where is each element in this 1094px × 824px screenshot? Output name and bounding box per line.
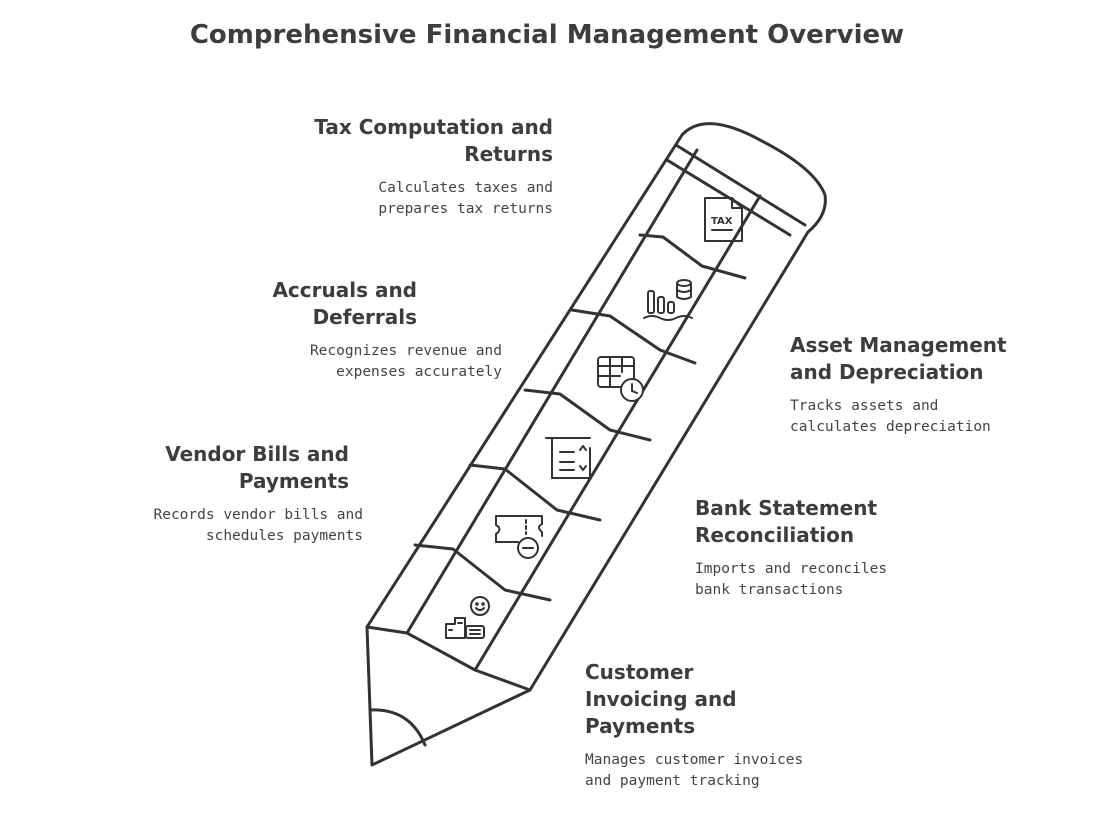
page-title: Comprehensive Financial Management Overv…	[189, 20, 905, 50]
label-description: Imports and reconciles bank transactions	[695, 561, 888, 598]
label-description: Manages customer invoices and payment tr…	[585, 752, 804, 789]
label-description: Tracks assets and calculates depreciatio…	[790, 398, 991, 435]
label-vendor-bills: Vendor Bills and Payments Records vendor…	[140, 441, 363, 547]
label-accruals-deferrals: Accruals and Deferrals Recognizes revenu…	[230, 277, 502, 383]
bill-checklist-icon	[545, 437, 591, 479]
label-heading: Accruals and Deferrals	[272, 278, 417, 329]
customer-register-icon	[445, 596, 490, 639]
label-tax-computation: Tax Computation and Returns Calculates t…	[300, 114, 553, 220]
label-heading: Customer Invoicing and Payments	[585, 660, 737, 738]
label-heading: Bank Statement Reconciliation	[695, 496, 878, 547]
label-heading: Vendor Bills and Payments	[165, 442, 349, 493]
label-description: Calculates taxes and prepares tax return…	[378, 180, 553, 217]
tax-document-icon: TAX	[704, 197, 743, 242]
label-bank-reconciliation: Bank Statement Reconciliation Imports an…	[695, 495, 910, 601]
label-description: Records vendor bills and schedules payme…	[153, 507, 363, 544]
svg-text:TAX: TAX	[711, 216, 733, 227]
label-heading: Tax Computation and Returns	[314, 115, 553, 166]
bar-chart-coins-icon	[643, 279, 693, 321]
spreadsheet-clock-icon	[597, 356, 644, 402]
label-description: Recognizes revenue and expenses accurate…	[309, 343, 502, 380]
label-asset-management: Asset Management and Depreciation Tracks…	[790, 332, 1010, 438]
ticket-minus-icon	[495, 515, 543, 559]
label-customer-invoicing: Customer Invoicing and Payments Manages …	[585, 659, 825, 792]
label-heading: Asset Management and Depreciation	[790, 333, 1007, 384]
